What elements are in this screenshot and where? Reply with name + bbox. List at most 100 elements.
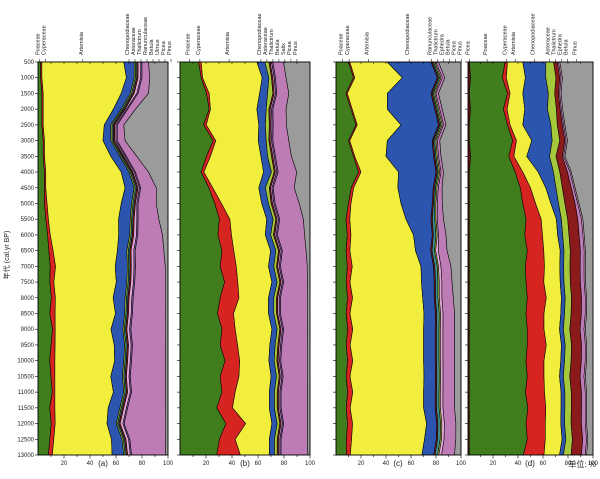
y-tick-label: 4500: [21, 186, 35, 192]
x-tick-label: 40: [87, 461, 94, 467]
taxa-label-thalictrum: Thalictrum: [552, 29, 558, 55]
taxa-label-chenopodiaceae: Chenopodiaceae: [405, 13, 411, 55]
panel-d: 20 40 60 80 100 Picea Poaceae Cyperaceae Artemis…: [465, 13, 599, 467]
x-tick-label: 20: [61, 461, 68, 467]
taxa-label-asteraceae: Asteraceae: [263, 27, 269, 55]
x-tick-label: 100: [588, 461, 599, 467]
taxa-label-ranunculaceae: Ranunculaceae: [428, 17, 434, 55]
taxa-label-chenopodiaceae: Chenopodiaceae: [257, 13, 263, 55]
y-tick-label: 11000: [18, 390, 35, 396]
y-tick-label: 8500: [21, 312, 35, 318]
taxa-label-pinus: Pinus: [293, 41, 299, 55]
taxa-label-betula: Betula: [275, 38, 281, 55]
y-tick-label: 4000: [21, 170, 35, 176]
x-tick-label: 20: [358, 461, 365, 467]
taxa-label-pinus: Pinus: [458, 41, 464, 55]
x-tick-label: 40: [229, 461, 236, 467]
taxa-label-pinus: Pinus: [167, 41, 173, 55]
taxa-label-poaceae: Poaceae: [36, 33, 42, 55]
y-tick-label: 12000: [17, 422, 34, 428]
unit-label: 单位: %: [568, 460, 596, 469]
x-tick-label: 60: [113, 461, 120, 467]
panel-letter-b: (b): [240, 459, 250, 468]
x-tick-label: 60: [255, 461, 262, 467]
taxa-label-ranunculaceae: Ranunculaceae: [143, 17, 149, 55]
y-tick-label: 5000: [21, 201, 35, 207]
y-tick-label: 1000: [21, 76, 35, 82]
x-tick-label: 80: [565, 461, 572, 467]
taxa-label-betula: Betula: [446, 38, 452, 55]
panel-letter-a: (a): [98, 459, 108, 468]
panel-letter-d: (d): [525, 459, 535, 468]
y-tick-label: 9500: [21, 343, 35, 349]
taxa-label-chenopodiaceae: Chenopodiaceae: [125, 13, 131, 55]
taxa-label-poaceae: Poaceae: [483, 33, 489, 55]
taxa-label-thalictrum: Thalictrum: [137, 29, 143, 55]
x-tick-label: 60: [408, 461, 415, 467]
y-axis-tick-labels: 500 1000 1500 2000 2500 3000 3500 4000 4500 5000 5…: [17, 60, 34, 459]
taxa-label-picea: Picea: [452, 40, 458, 55]
taxa-label-poaceae: Poaceae: [185, 33, 191, 55]
x-tick-label: 100: [163, 461, 174, 467]
x-tick-label: 80: [433, 461, 440, 467]
taxa-label-betula: Betula: [564, 38, 570, 55]
y-tick-label: 5500: [21, 217, 35, 223]
y-tick-label: 10000: [17, 359, 34, 365]
x-tick-label: 100: [305, 461, 316, 467]
taxa-label-poaceae: Poaceae: [338, 33, 344, 55]
taxa-label-ulmus: Ulmus: [155, 39, 161, 55]
taxa-label-picea: Picea: [161, 40, 167, 55]
taxa-label-artemisia: Artemisia: [225, 31, 231, 55]
taxa-label-asteraceae: Asteraceae: [131, 27, 137, 55]
y-tick-label: 1500: [21, 91, 35, 97]
y-tick-label: 10500: [17, 374, 34, 380]
taxa-label-artemisia: Artemisia: [365, 31, 371, 55]
taxa-label-betula: Betula: [149, 38, 155, 55]
panel-a: 20 40 60 80 100 Poaceae Cyperaceae Artemisia Che…: [35, 13, 174, 467]
taxa-label-salix: Salix: [281, 43, 287, 55]
taxa-label-cyperaceae: Cyperaceae: [42, 25, 48, 55]
y-tick-label: 12500: [17, 437, 34, 443]
y-tick-label: 500: [24, 60, 35, 66]
y-tick-label: 7000: [21, 264, 35, 270]
y-tick-label: 3500: [21, 154, 35, 160]
panel-letter-c: (c): [393, 459, 403, 468]
taxa-label-ephedra: Ephedra: [440, 33, 446, 55]
y-tick-label: 6500: [21, 249, 35, 255]
y-tick-label: 11500: [18, 406, 35, 412]
y-tick-label: 7500: [21, 280, 35, 286]
taxa-label-artemisia: Artemisia: [511, 31, 517, 55]
panel-b: 20 40 60 80 100 Poaceae Cyperaceae Artemisia Che…: [177, 13, 316, 467]
taxa-label-cyperaceae: Cyperaceae: [502, 25, 508, 55]
x-tick-label: 80: [139, 461, 146, 467]
y-tick-label: 2500: [21, 123, 35, 129]
taxa-label-thalictrum: Thalictrum: [434, 29, 440, 55]
y-tick-label: 2000: [21, 107, 35, 113]
y-tick-label: 9000: [21, 327, 35, 333]
taxa-label-cyperaceae: Cyperaceae: [345, 25, 351, 55]
taxa-label-artemisia: Artemisia: [79, 31, 85, 55]
x-tick-label: 100: [456, 461, 467, 467]
taxa-label-chenopodiaceae: Chenopodiaceae: [530, 13, 536, 55]
x-tick-label: 40: [515, 461, 522, 467]
y-axis-title: 年代 (cal.yr BP): [4, 230, 11, 280]
taxa-label-cyperaceae: Cyperaceae: [196, 25, 202, 55]
taxa-label-pinus: Pinus: [572, 41, 578, 55]
taxa-label-picea: Picea: [287, 40, 293, 55]
y-tick-label: 6000: [21, 233, 35, 239]
x-tick-label: 80: [281, 461, 288, 467]
panel-c: 20 40 60 80 100 Poaceae Cyperaceae Artemisia Che…: [333, 13, 467, 467]
x-tick-label: 40: [383, 461, 390, 467]
x-tick-label: 60: [540, 461, 547, 467]
taxa-label-asteraceae: Asteraceae: [546, 27, 552, 55]
y-tick-label: 3000: [21, 139, 35, 145]
x-tick-label: 20: [490, 461, 497, 467]
x-tick-label: 20: [203, 461, 210, 467]
taxa-label-picea: Picea: [466, 40, 472, 55]
taxa-label-ephedra: Ephedra: [558, 33, 564, 55]
y-tick-label: 13000: [17, 453, 34, 459]
y-tick-label: 8000: [21, 296, 35, 302]
taxa-label-thalictrum: Thalictrum: [269, 29, 275, 55]
